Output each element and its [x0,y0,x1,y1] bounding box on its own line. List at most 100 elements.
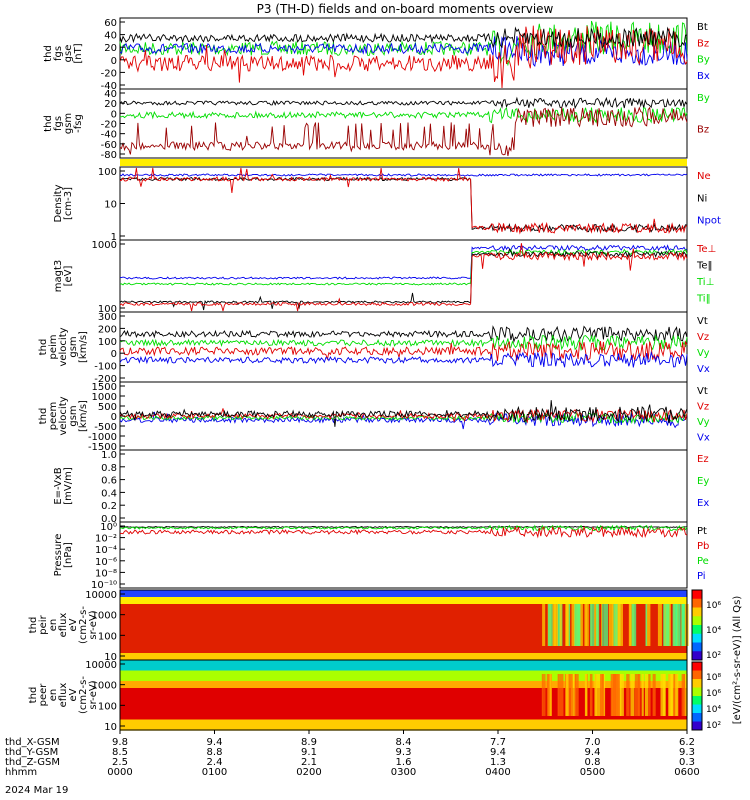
legend-label: Pi [697,571,706,582]
series-line [119,243,688,312]
heatmap-band [120,719,687,722]
heatmap-stripe [645,604,651,646]
y-tick-label: -20 [101,68,117,79]
heatmap-band [120,688,687,691]
y-axis-label: -fsg [73,114,84,133]
y-tick-label: 1 [111,232,117,243]
y-tick-label: 60 [104,18,117,29]
y-tick-label: 10000 [85,660,117,671]
legend-label: Bx [697,71,710,82]
heatmap-stripe [645,604,648,646]
heatmap-band [120,607,687,610]
heatmap-stripe [548,604,553,646]
y-tick-label: 10⁻² [95,534,117,545]
panel-frame [119,521,688,589]
heatmap-band [120,712,687,715]
heatmap-band [120,660,687,663]
legend-label: Ni [697,193,707,204]
x-tick-label: 0500 [580,767,605,778]
y-axis-label: thd [28,687,39,704]
heatmap-band [120,595,687,598]
y-axis-label: thd [43,115,54,132]
x-tick-label: 7.0 [585,737,601,748]
y-axis-label: eV [68,688,79,701]
heatmap-band [120,675,687,679]
y-axis-label: E=-VxB [53,467,64,504]
y-tick-label: 100 [98,701,117,712]
legend-label: Vx [697,364,710,375]
heatmap-stripe [652,674,656,716]
quality-flag-bar [120,159,687,166]
y-axis-label: thd [28,617,39,634]
x-axis-row-label: thd_Z-GSM [5,757,60,768]
x-tick-label: 1.6 [396,757,412,768]
heatmap-stripe [613,604,617,646]
y-axis-label: sr-eV) [88,680,99,709]
heatmap-band [120,625,687,628]
legend-label: Vz [697,332,709,343]
series-line [119,107,688,124]
colorbar-segment [692,590,702,600]
y-tick-label: -200 [94,374,117,385]
legend-label: Bt [697,22,708,33]
heatmap-band [120,640,687,644]
heatmap-band [120,605,687,609]
heatmap-stripe [544,674,546,716]
series-line [120,244,688,280]
y-tick-label: 0 [111,109,117,120]
y-axis-label: peir [38,614,49,634]
heatmap-band [120,693,687,696]
heatmap-band [120,667,687,670]
heatmap-band [120,698,687,701]
heatmap-band [120,626,687,630]
y-axis-label: sr-eV) [88,610,99,639]
heatmap-stripe [610,674,615,716]
heatmap-band [120,618,687,621]
legend-label: By [697,55,710,66]
heatmap-band [120,681,687,684]
heatmap-band [120,700,687,703]
x-tick-label: 2.4 [207,757,223,768]
y-tick-label: 0.4 [101,488,117,499]
y-tick-label: 100 [98,631,117,642]
y-axis-label: thd [38,339,49,356]
legend-label: Ne [697,171,711,182]
y-tick-label: -100 [94,362,117,373]
figure-title: P3 (TH-D) fields and on-board moments ov… [257,2,554,16]
panel-3: 100 10 1 Density [cm-3] Ne Ni Npot [53,166,721,243]
heatmap-stripe [683,674,688,716]
heatmap-stripe [665,604,670,646]
y-tick-label: 20 [104,43,117,54]
heatmap-stripe [559,604,562,646]
y-axis-label: peem [48,402,59,430]
legend-label: Ez [697,454,709,465]
colorbar-segment [692,598,702,608]
heatmap-band [120,619,687,623]
heatmap-band [120,639,687,642]
heatmap-stripe [601,604,603,646]
colorbar-tick-label: 10² [706,651,721,661]
heatmap-stripe [594,674,597,716]
y-axis-label: eflux [58,683,69,708]
panel-7: 1.0 0.8 0.60.4 0.2 0.0 E=-VxB [mV/m] Ez Ey Ex [53,449,709,525]
heatmap-band [120,630,687,633]
heatmap-stripe [596,604,600,646]
heatmap-band [120,609,687,612]
date-label: 2024 Mar 19 [5,785,68,796]
heatmap-band [120,674,687,677]
y-axis-label: velocity [58,396,69,435]
y-axis-label: gsm [68,405,79,426]
x-tick-label: 6.2 [679,737,695,748]
heatmap-band [120,611,687,614]
series-line [119,350,688,368]
heatmap-band [120,707,687,710]
y-tick-label: 0.0 [101,514,117,525]
heatmap-band [120,695,687,698]
heatmap-band [120,703,687,707]
x-tick-label: 2.5 [112,757,128,768]
heatmap-band [120,651,687,654]
x-axis-row-label: thd_Y-GSM [5,747,58,758]
